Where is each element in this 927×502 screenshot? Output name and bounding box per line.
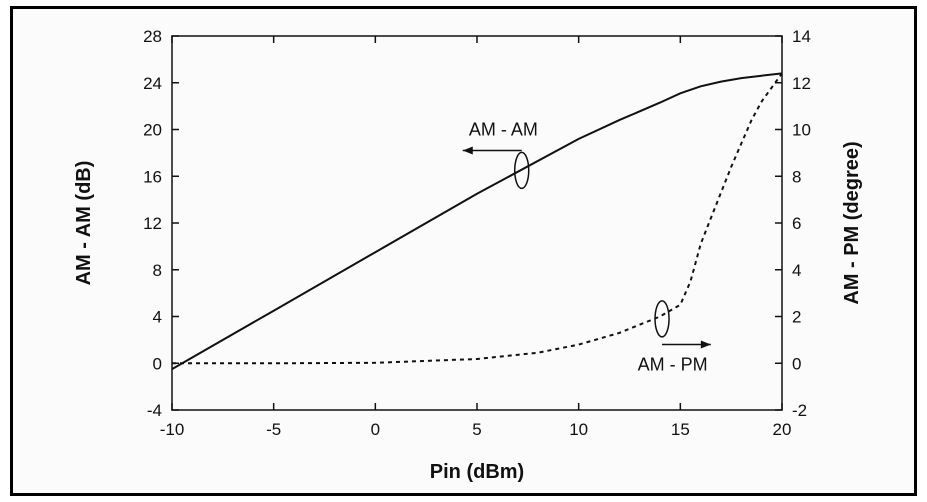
y2-tick-label: -2 <box>792 401 807 420</box>
x-tick-label: 5 <box>472 420 481 439</box>
x-axis-title: Pin (dBm) <box>430 461 524 483</box>
am-pm-arrowhead <box>700 340 711 349</box>
y-axis-title-left: AM - AM (dB) <box>73 161 95 286</box>
y2-tick-label: 2 <box>792 308 801 327</box>
x-tick-label: -10 <box>160 420 185 439</box>
y-tick-label: 0 <box>153 354 162 373</box>
figure-frame <box>10 6 917 496</box>
y2-tick-label: 0 <box>792 354 801 373</box>
am-am-marker-ellipse <box>513 151 530 190</box>
x-tick-label: 10 <box>569 420 588 439</box>
y-tick-label: 20 <box>143 121 162 140</box>
y2-tick-label: 12 <box>792 74 811 93</box>
y-tick-label: 24 <box>143 74 162 93</box>
x-tick-label: 20 <box>773 420 792 439</box>
am-am-label: AM - AM <box>469 119 538 139</box>
am-pm-marker-ellipse <box>654 300 670 338</box>
x-tick-label: 0 <box>371 420 380 439</box>
y-tick-label: 16 <box>143 167 162 186</box>
y-tick-label: 8 <box>153 261 162 280</box>
x-tick-label: -5 <box>266 420 281 439</box>
y2-tick-label: 10 <box>792 121 811 140</box>
y-tick-label: -4 <box>147 401 162 420</box>
am-pm-label: AM - PM <box>638 354 708 374</box>
y-tick-label: 12 <box>143 214 162 233</box>
y-tick-label: 4 <box>153 308 162 327</box>
x-tick-label: 15 <box>671 420 690 439</box>
am-am-arrowhead <box>462 146 473 155</box>
y2-tick-label: 4 <box>792 261 801 280</box>
series-line-am-pm <box>172 72 783 365</box>
y2-tick-label: 6 <box>792 214 801 233</box>
series-line-am-am <box>171 72 783 370</box>
y-tick-label: 28 <box>143 27 162 46</box>
y2-tick-label: 8 <box>792 167 801 186</box>
y-axis-title-right: AM - PM (degree) <box>841 141 863 304</box>
y2-tick-label: 14 <box>792 27 811 46</box>
